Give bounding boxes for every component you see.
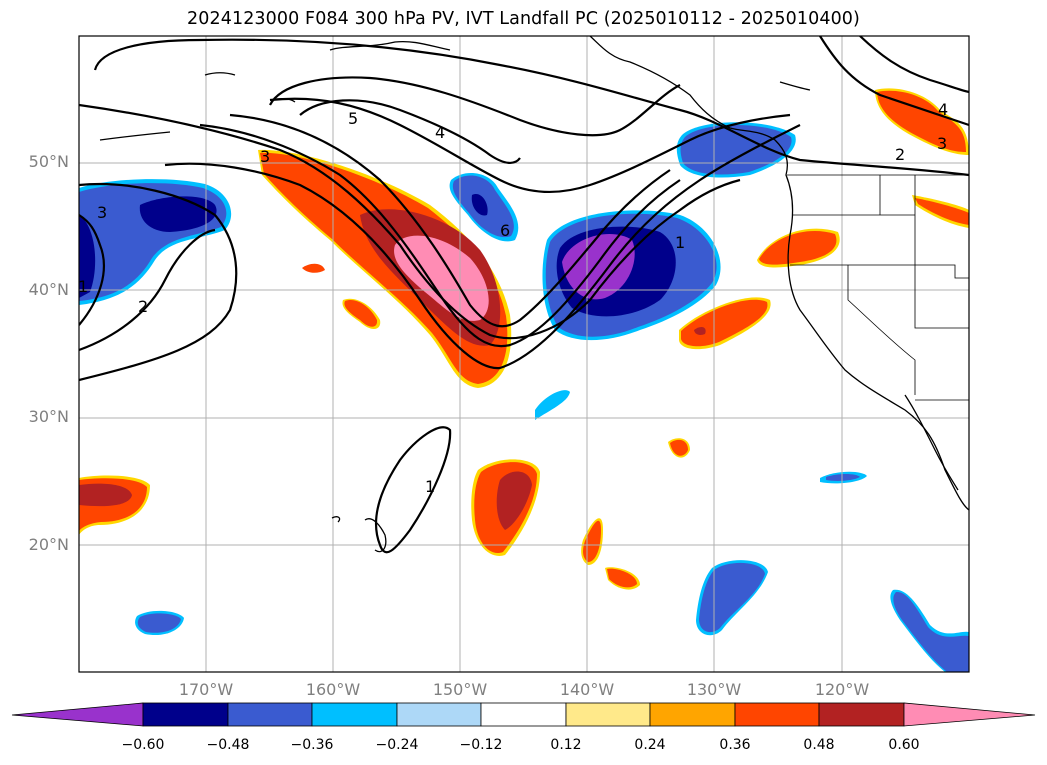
lat-label-30n: 30°N — [28, 407, 69, 426]
colorbar-tick: −0.36 — [290, 737, 334, 753]
map-title: 2024123000 F084 300 hPa PV, IVT Landfall… — [187, 9, 860, 29]
contour-label-2: 2 — [138, 297, 148, 316]
colorbar-swatch — [227, 702, 313, 727]
colorbar-tick: 0.36 — [719, 737, 751, 753]
contour-label-1c: 1 — [425, 477, 435, 496]
contour-label-2b: 2 — [895, 145, 905, 164]
contour-label-1b: 1 — [675, 233, 685, 252]
colorbar-tick: 0.48 — [803, 737, 835, 753]
lon-label-170w: 170°W — [178, 680, 234, 699]
colorbar-swatch — [311, 702, 398, 727]
colorbar-swatch — [480, 702, 567, 727]
pv-contour-labels: 3 1 2 3 5 4 6 1 1 2 3 4 — [78, 100, 948, 496]
colorbar-swatch — [734, 702, 820, 727]
colorbar-tick: 0.60 — [888, 737, 920, 753]
gridlines — [79, 36, 969, 672]
colorbar-tick: 0.12 — [550, 737, 582, 753]
lat-label-20n: 20°N — [28, 535, 69, 554]
colorbar — [11, 702, 1036, 727]
contour-label-3: 3 — [97, 203, 107, 222]
lat-label-40n: 40°N — [28, 280, 69, 299]
pv-contours — [79, 36, 969, 554]
colorbar-swatch — [565, 702, 651, 727]
contour-label-4b: 4 — [938, 100, 948, 119]
colorbar-swatch — [818, 702, 905, 727]
lon-label-160w: 160°W — [305, 680, 361, 699]
colorbar-tick: 0.24 — [634, 737, 666, 753]
colorbar-tick: −0.24 — [375, 737, 419, 753]
colorbar-tick: −0.48 — [206, 737, 250, 753]
contour-label-6: 6 — [500, 221, 510, 240]
lon-label-120w: 120°W — [814, 680, 870, 699]
colorbar-swatch — [649, 702, 736, 727]
contour-label-1: 1 — [78, 277, 88, 296]
lat-label-50n: 50°N — [28, 152, 69, 171]
contour-label-5: 5 — [348, 109, 358, 128]
colorbar-swatch — [903, 702, 1036, 727]
lon-label-130w: 130°W — [686, 680, 742, 699]
colorbar-swatch — [396, 702, 482, 727]
colorbar-swatch — [11, 702, 144, 727]
colorbar-tick: −0.60 — [121, 737, 165, 753]
map-frame — [78, 35, 970, 673]
contour-label-3c: 3 — [937, 134, 947, 153]
lon-label-140w: 140°W — [559, 680, 615, 699]
colorbar-swatch — [142, 702, 229, 727]
negative-anomaly-regions — [79, 122, 969, 672]
colorbar-tick: −0.12 — [459, 737, 503, 753]
political-borders — [787, 174, 969, 401]
contour-label-3b: 3 — [260, 147, 270, 166]
positive-anomaly-regions — [79, 88, 969, 590]
lon-label-150w: 150°W — [432, 680, 488, 699]
contour-label-4: 4 — [435, 123, 445, 142]
coastlines — [99, 36, 969, 553]
